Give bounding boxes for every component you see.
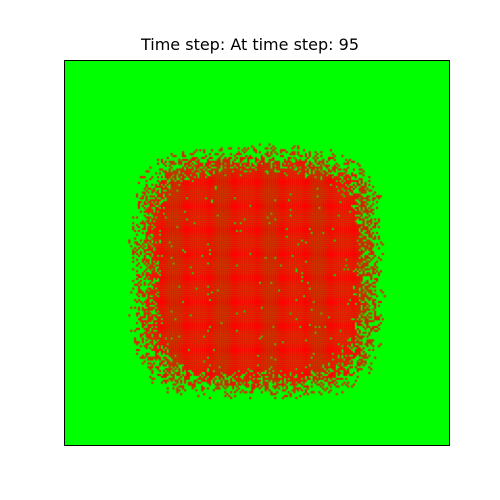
plot-area [64, 60, 450, 446]
chart-title: Time step: At time step: 95 [140, 35, 360, 54]
heatmap-grid [65, 61, 449, 445]
